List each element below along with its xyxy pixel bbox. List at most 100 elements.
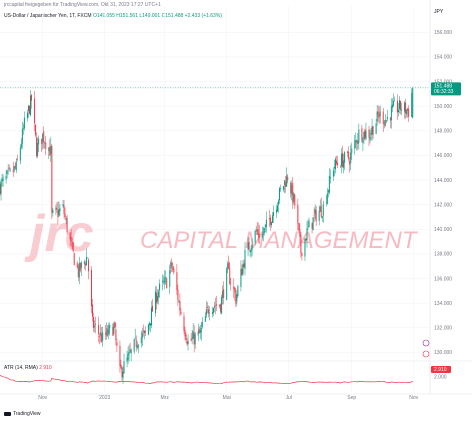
tradingview-mark-icon: [4, 411, 11, 416]
tradingview-logo: TradingView: [4, 411, 41, 417]
candle-body: [99, 335, 101, 337]
candle-body: [7, 169, 9, 171]
candle-body: [329, 177, 331, 179]
candle-body: [412, 87, 414, 118]
candle-body: [362, 140, 364, 143]
candle-body: [358, 129, 360, 143]
candle-body: [165, 277, 167, 278]
candle-body: [129, 350, 131, 352]
candle-body: [19, 147, 21, 161]
candle-body: [389, 117, 391, 121]
candle-body: [342, 153, 344, 167]
candle-body: [305, 238, 307, 241]
candle-body: [14, 166, 16, 168]
candle-body: [27, 105, 29, 111]
candle-body: [285, 182, 287, 187]
symbol-name: US-Dollar / Japanischer Yen, 1T, FXCM: [4, 13, 92, 19]
candle-body: [205, 309, 207, 316]
candle-body: [105, 332, 107, 335]
candle-body: [191, 337, 193, 340]
candle-body: [147, 324, 149, 335]
candle-body: [172, 266, 174, 271]
candle-body: [263, 227, 265, 233]
candle-body: [277, 205, 279, 212]
atr-value: 2.910: [39, 365, 52, 371]
candle-body: [48, 147, 50, 152]
candle-body: [401, 109, 403, 111]
x-tick-label: Nov: [409, 395, 418, 401]
candle-body: [173, 268, 175, 273]
watermark-company: CAPITAL MANAGEMENT: [140, 227, 419, 254]
candle-body: [126, 357, 128, 362]
candle-body: [383, 122, 385, 124]
candle-body: [69, 232, 71, 240]
y-tick-label: 154.000: [434, 55, 452, 61]
candle-body: [127, 354, 129, 360]
candle-body: [228, 262, 230, 270]
candle-body: [130, 349, 132, 354]
candle-body: [21, 128, 23, 144]
candle-body: [271, 215, 273, 223]
candle-body: [122, 371, 124, 379]
candle-body: [365, 130, 367, 139]
candle-body: [120, 364, 122, 369]
candle-body: [56, 208, 58, 210]
candle-body: [297, 204, 299, 224]
candle-body: [170, 262, 172, 269]
candle-body: [382, 111, 384, 125]
candle-body: [257, 229, 259, 236]
candle-body: [137, 344, 139, 348]
candle-body: [63, 205, 65, 214]
candle-body: [169, 270, 171, 287]
candle-body: [276, 209, 278, 213]
candle-body: [349, 161, 351, 165]
candle-body: [250, 248, 252, 252]
candle-body: [369, 136, 371, 140]
candle-body: [258, 232, 260, 238]
candle-body: [180, 311, 182, 315]
candle-body: [341, 153, 343, 167]
candle-body: [9, 168, 11, 170]
candle-body: [396, 100, 398, 113]
candle-body: [155, 291, 157, 314]
candle-body: [235, 293, 237, 304]
atr-tick-label: 2.000: [434, 374, 447, 380]
event-marker-icon[interactable]: [422, 350, 430, 358]
event-marker-icon[interactable]: [422, 339, 430, 347]
candle-body: [50, 145, 52, 154]
candle-body: [372, 126, 374, 136]
candle-body: [142, 330, 144, 332]
y-tick-label: 142.000: [434, 202, 452, 208]
currency-label: JPY: [434, 9, 444, 15]
candle-body: [333, 167, 335, 169]
candle-body: [370, 133, 372, 135]
candle-body: [79, 263, 81, 271]
candle-body: [43, 131, 45, 143]
candle-body: [207, 309, 209, 314]
candle-body: [134, 337, 136, 338]
candle-body: [37, 143, 39, 157]
candle-body: [306, 228, 308, 241]
candle-body: [114, 322, 116, 328]
candle-body: [41, 138, 43, 145]
y-tick-label: 148.000: [434, 129, 452, 135]
candle-body: [6, 170, 8, 175]
candle-body: [322, 204, 324, 216]
candle-body: [0, 181, 2, 195]
candle-body: [194, 333, 196, 345]
candle-body: [265, 219, 267, 228]
candle-body: [90, 269, 92, 307]
candle-body: [44, 143, 46, 145]
candle-body: [13, 166, 15, 171]
candle-body: [390, 106, 392, 121]
candle-body: [223, 289, 225, 298]
candle-body: [278, 200, 280, 205]
candle-body: [8, 167, 10, 169]
candle-body: [163, 281, 165, 283]
candle-body: [12, 169, 14, 173]
candle-body: [158, 291, 160, 298]
candle-body: [220, 304, 222, 312]
candle-body: [136, 345, 138, 348]
x-tick-label: Mrz: [161, 395, 170, 401]
